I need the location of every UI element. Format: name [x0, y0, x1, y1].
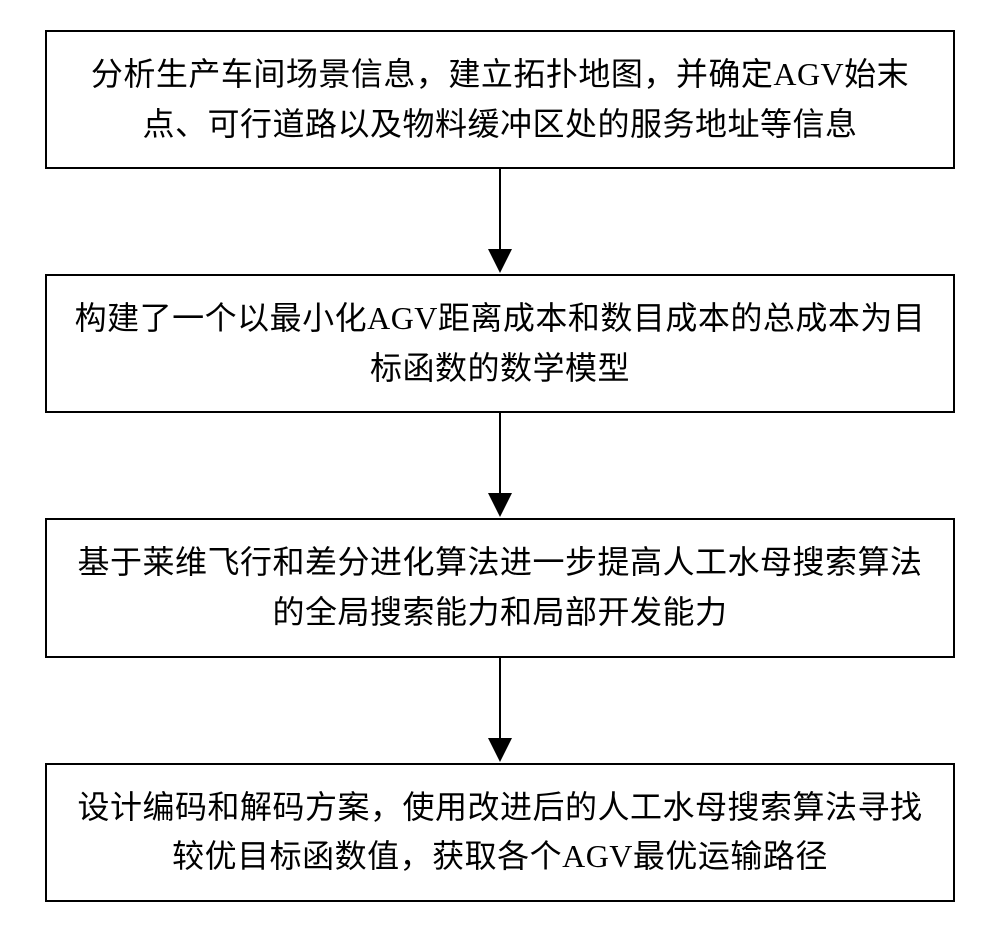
step-text: 基于莱维飞行和差分进化算法进一步提高人工水母搜索算法的全局搜索能力和局部开发能力 [72, 538, 928, 637]
arrow-line [499, 169, 501, 249]
flowchart-step-2: 构建了一个以最小化AGV距离成本和数目成本的总成本为目标函数的数学模型 [45, 274, 955, 413]
flowchart-step-3: 基于莱维飞行和差分进化算法进一步提高人工水母搜索算法的全局搜索能力和局部开发能力 [45, 518, 955, 657]
arrow-3 [488, 658, 512, 763]
arrow-2 [488, 413, 512, 518]
arrow-line [499, 413, 501, 493]
flowchart-container: 分析生产车间场景信息，建立拓扑地图，并确定AGV始末点、可行道路以及物料缓冲区处… [40, 30, 960, 902]
arrow-head-icon [488, 249, 512, 273]
step-text: 构建了一个以最小化AGV距离成本和数目成本的总成本为目标函数的数学模型 [72, 294, 928, 393]
arrow-head-icon [488, 738, 512, 762]
arrow-1 [488, 169, 512, 274]
flowchart-step-4: 设计编码和解码方案，使用改进后的人工水母搜索算法寻找较优目标函数值，获取各个AG… [45, 763, 955, 902]
arrow-head-icon [488, 493, 512, 517]
arrow-line [499, 658, 501, 738]
step-text: 分析生产车间场景信息，建立拓扑地图，并确定AGV始末点、可行道路以及物料缓冲区处… [72, 50, 928, 149]
flowchart-step-1: 分析生产车间场景信息，建立拓扑地图，并确定AGV始末点、可行道路以及物料缓冲区处… [45, 30, 955, 169]
step-text: 设计编码和解码方案，使用改进后的人工水母搜索算法寻找较优目标函数值，获取各个AG… [72, 783, 928, 882]
